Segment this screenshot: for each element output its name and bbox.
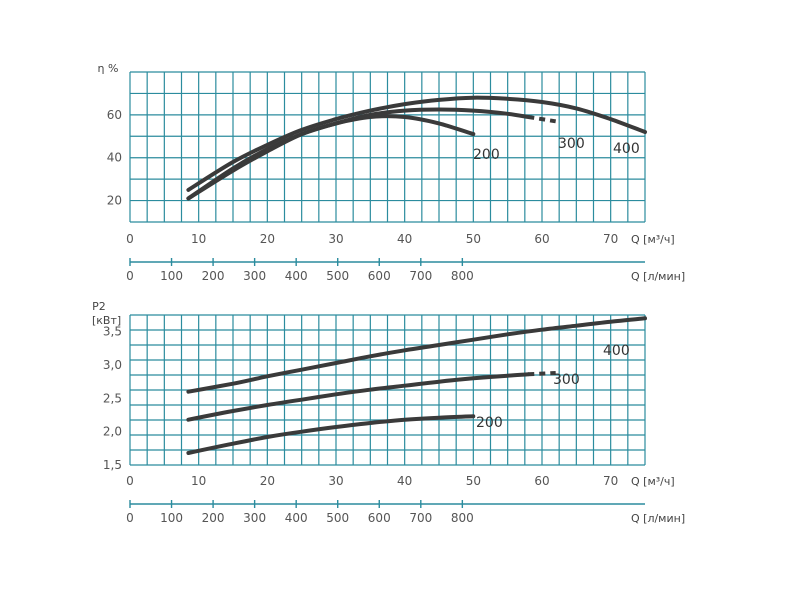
x-tick-label: 10: [191, 474, 206, 488]
secondary-x-tick-label: 400: [285, 269, 308, 283]
secondary-x-tick-label: 500: [326, 269, 349, 283]
x-tick-label: 10: [191, 232, 206, 246]
y-tick-label: 3,0: [103, 358, 122, 372]
y-axis-unit: [кВт]: [92, 314, 121, 327]
series-200-line: [186, 414, 476, 455]
x-tick-label: 20: [260, 232, 275, 246]
series-400-label: 400: [613, 141, 640, 157]
x-tick-label: 50: [466, 474, 481, 488]
series-300-dashed-line: [527, 115, 557, 124]
y-tick-label: 20: [107, 194, 122, 208]
x-tick-label: 70: [603, 232, 618, 246]
secondary-x-tick-label: 200: [202, 269, 225, 283]
x-axis-label: Q [м³/ч]: [631, 233, 675, 246]
secondary-x-tick-label: 800: [451, 269, 474, 283]
series-300-dashed-line: [528, 371, 556, 377]
series-200-label: 200: [473, 147, 500, 163]
secondary-x-tick-label: 600: [368, 269, 391, 283]
secondary-x-tick-label: 700: [409, 511, 432, 525]
series-400-line: [186, 95, 647, 192]
series-200-label: 200: [476, 415, 503, 431]
x-tick-label: 20: [260, 474, 275, 488]
secondary-x-tick-label: 300: [243, 269, 266, 283]
y-tick-label: 3,5: [103, 325, 122, 339]
y-tick-label: 2,5: [103, 391, 122, 405]
secondary-x-tick-label: 500: [326, 511, 349, 525]
x-tick-label: 60: [534, 474, 549, 488]
series-300-label: 300: [553, 372, 580, 388]
x-tick-label: 60: [534, 232, 549, 246]
x-tick-label: 30: [328, 474, 343, 488]
x-tick-label: 40: [397, 232, 412, 246]
x-tick-label: 30: [328, 232, 343, 246]
secondary-x-axis-label: Q [л/мин]: [631, 270, 685, 283]
secondary-x-tick-label: 400: [285, 511, 308, 525]
x-tick-label: 40: [397, 474, 412, 488]
x-tick-label: 0: [126, 232, 134, 246]
secondary-x-tick-label: 100: [160, 511, 183, 525]
y-tick-label: 2,0: [103, 425, 122, 439]
series-300-line: [186, 372, 531, 422]
x-tick-label: 50: [466, 232, 481, 246]
chart-grid: [129, 71, 646, 223]
x-axis-label: Q [м³/ч]: [631, 475, 675, 488]
secondary-x-tick-label: 0: [126, 511, 134, 525]
secondary-x-tick-label: 600: [368, 511, 391, 525]
secondary-x-tick-label: 200: [202, 511, 225, 525]
x-tick-label: 70: [603, 474, 618, 488]
series-400-label: 400: [603, 343, 630, 359]
y-tick-label: 60: [107, 108, 122, 122]
y-axis-label: P2: [92, 300, 106, 313]
series-400-line: [186, 316, 647, 394]
y-tick-label: 1,5: [103, 458, 122, 472]
series-300-label: 300: [558, 136, 585, 152]
secondary-x-tick-label: 300: [243, 511, 266, 525]
secondary-x-tick-label: 700: [409, 269, 432, 283]
series-300-line: [186, 107, 531, 201]
y-tick-label: 40: [107, 151, 122, 165]
secondary-x-tick-label: 0: [126, 269, 134, 283]
secondary-x-tick-label: 800: [451, 511, 474, 525]
secondary-x-axis-label: Q [л/мин]: [631, 512, 685, 525]
power-chart: P2[кВт] 1,5 2,0 2,5 3,0 3,5 0 10 20 30 40 50 60 70 Q […: [92, 300, 685, 525]
secondary-x-tick-label: 100: [160, 269, 183, 283]
x-tick-label: 0: [126, 474, 134, 488]
chart-grid: [129, 314, 646, 466]
y-axis-label: η %: [98, 62, 119, 75]
